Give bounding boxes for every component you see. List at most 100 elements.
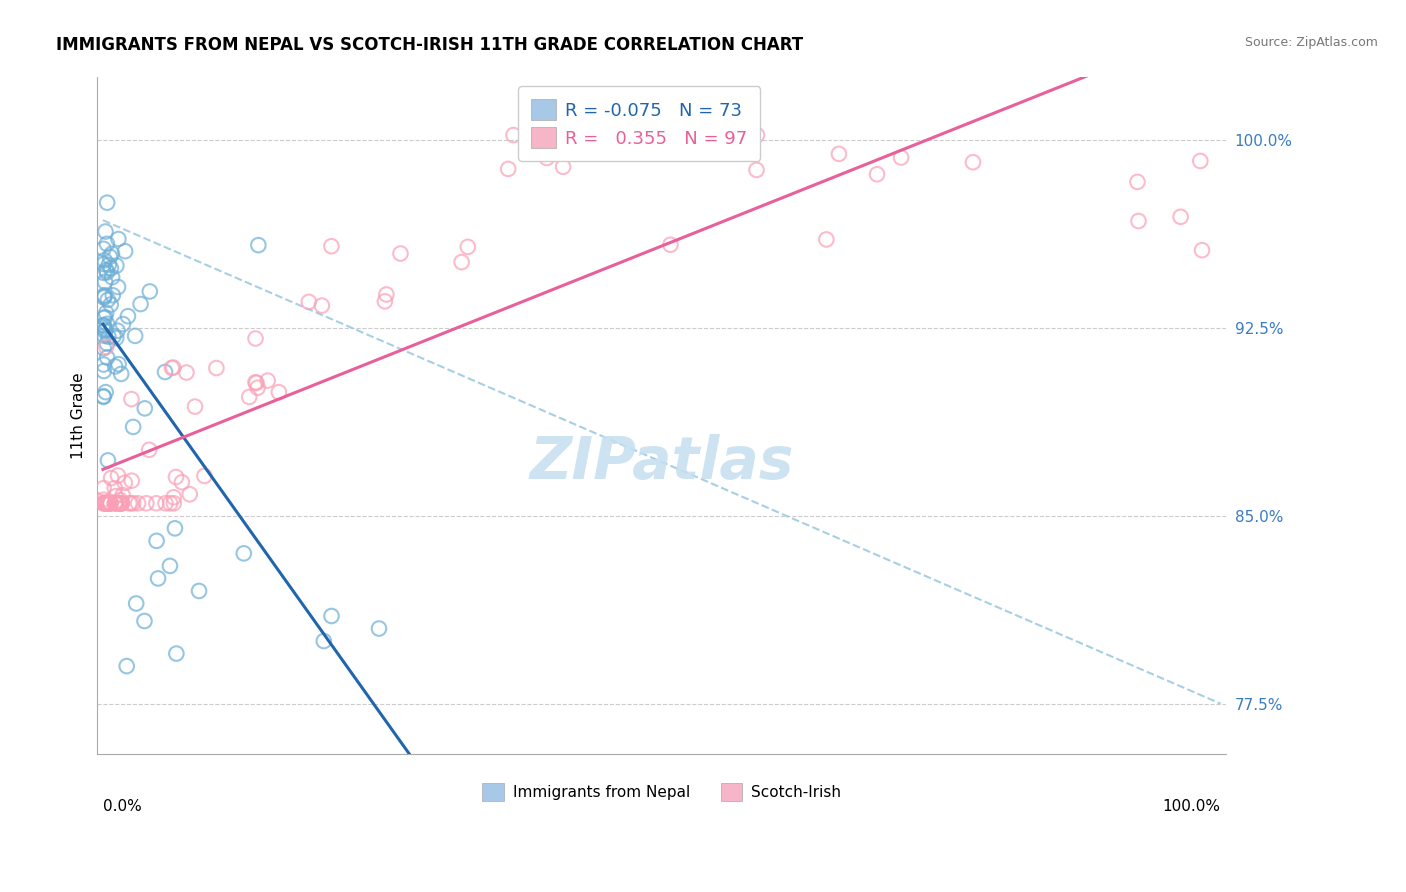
- Point: [745, 128, 768, 142]
- Point: [193, 469, 215, 483]
- Point: [97, 293, 120, 307]
- Point: [536, 151, 558, 165]
- Point: [1126, 175, 1149, 189]
- Point: [163, 521, 186, 535]
- Point: [107, 232, 129, 246]
- Point: [321, 239, 343, 253]
- Point: [93, 324, 115, 338]
- Point: [93, 289, 115, 303]
- Point: [815, 232, 838, 246]
- Point: [98, 496, 121, 510]
- Point: [245, 376, 267, 390]
- Point: [100, 261, 122, 276]
- Point: [93, 481, 115, 495]
- Point: [153, 365, 176, 379]
- Point: [457, 240, 479, 254]
- Point: [734, 128, 756, 142]
- Point: [159, 558, 181, 573]
- Text: Source: ZipAtlas.com: Source: ZipAtlas.com: [1244, 36, 1378, 49]
- Point: [105, 259, 128, 273]
- Point: [111, 488, 134, 502]
- Point: [96, 265, 118, 279]
- Point: [103, 329, 125, 343]
- Point: [122, 496, 145, 510]
- Point: [104, 496, 127, 510]
- Point: [165, 470, 187, 484]
- Y-axis label: 11th Grade: 11th Grade: [72, 372, 86, 458]
- Point: [93, 496, 115, 510]
- Point: [110, 367, 132, 381]
- Point: [120, 496, 142, 510]
- Point: [108, 496, 131, 510]
- Point: [97, 496, 120, 510]
- Point: [710, 128, 733, 142]
- Point: [138, 442, 160, 457]
- Point: [121, 474, 143, 488]
- Point: [105, 496, 128, 510]
- Point: [98, 496, 121, 510]
- Point: [321, 609, 343, 624]
- Point: [298, 294, 321, 309]
- Point: [94, 340, 117, 354]
- Point: [98, 496, 121, 510]
- Point: [188, 584, 211, 599]
- Point: [93, 492, 115, 507]
- Point: [100, 297, 122, 311]
- Point: [247, 238, 270, 252]
- Point: [100, 471, 122, 485]
- Point: [110, 496, 132, 510]
- Point: [155, 496, 177, 510]
- Point: [101, 270, 124, 285]
- Point: [502, 128, 524, 142]
- Point: [93, 257, 115, 271]
- Point: [96, 317, 118, 331]
- Point: [111, 496, 134, 510]
- Point: [107, 468, 129, 483]
- Text: IMMIGRANTS FROM NEPAL VS SCOTCH-IRISH 11TH GRADE CORRELATION CHART: IMMIGRANTS FROM NEPAL VS SCOTCH-IRISH 11…: [56, 36, 803, 54]
- Point: [496, 161, 519, 176]
- Point: [592, 128, 614, 142]
- Point: [232, 546, 254, 560]
- Point: [159, 496, 181, 510]
- Point: [162, 360, 184, 375]
- Point: [107, 280, 129, 294]
- Point: [551, 160, 574, 174]
- Point: [104, 496, 127, 510]
- Point: [134, 614, 156, 628]
- Point: [96, 195, 118, 210]
- Point: [93, 390, 115, 404]
- Point: [146, 571, 169, 585]
- Point: [312, 634, 335, 648]
- Point: [659, 237, 682, 252]
- Point: [267, 385, 290, 400]
- Point: [725, 128, 748, 142]
- Point: [115, 659, 138, 673]
- Point: [104, 489, 127, 503]
- Point: [246, 381, 269, 395]
- Point: [368, 622, 391, 636]
- Point: [1128, 214, 1150, 228]
- Point: [105, 331, 128, 345]
- Text: 100.0%: 100.0%: [1163, 799, 1220, 814]
- Point: [145, 533, 167, 548]
- Point: [96, 263, 118, 277]
- Point: [108, 496, 131, 510]
- Point: [93, 341, 115, 355]
- Point: [93, 266, 115, 280]
- Point: [97, 258, 120, 272]
- Point: [94, 225, 117, 239]
- Point: [93, 496, 115, 510]
- Point: [890, 151, 912, 165]
- Point: [110, 496, 132, 510]
- Point: [94, 310, 117, 325]
- Point: [96, 496, 118, 510]
- Point: [104, 359, 127, 374]
- Point: [110, 496, 132, 510]
- Point: [118, 496, 141, 510]
- Point: [108, 496, 131, 510]
- Point: [96, 336, 118, 351]
- Point: [127, 496, 149, 510]
- Point: [245, 376, 267, 390]
- Text: ZIPatlas: ZIPatlas: [530, 434, 794, 491]
- Point: [544, 128, 567, 142]
